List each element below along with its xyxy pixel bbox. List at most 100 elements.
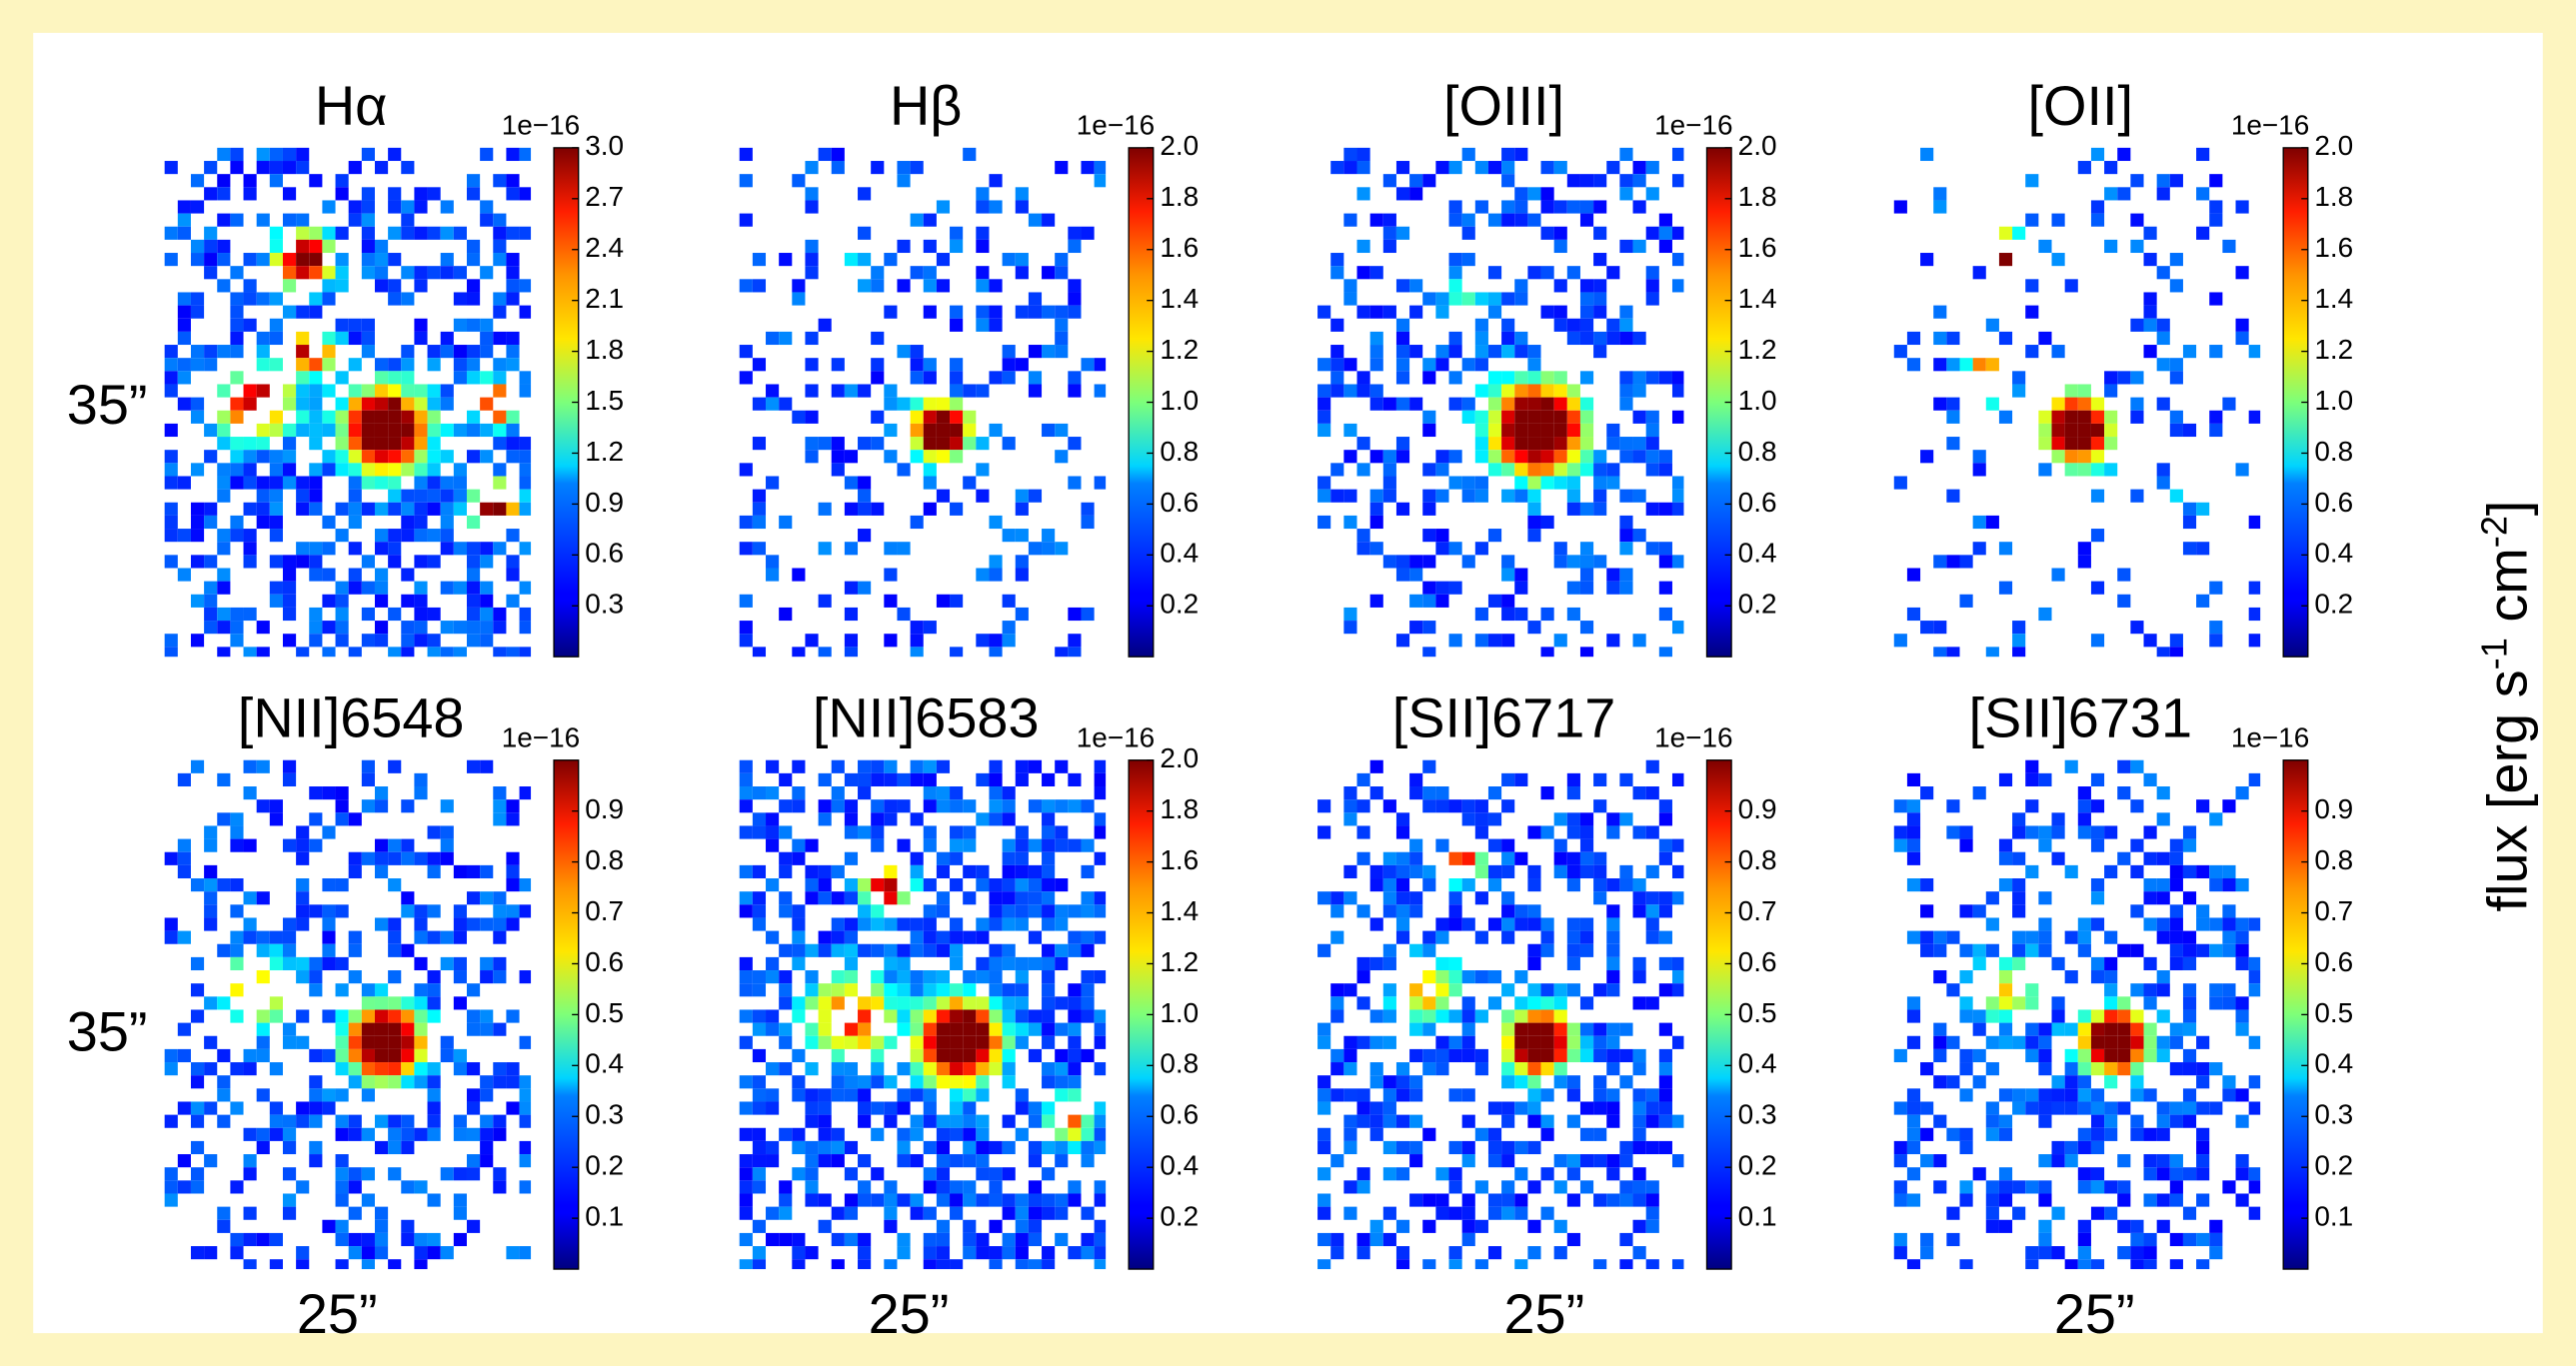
map-pixel — [1449, 878, 1462, 891]
map-pixel — [832, 1154, 845, 1167]
map-pixel — [165, 161, 178, 174]
map-pixel — [1999, 227, 2012, 240]
map-pixel — [270, 1115, 283, 1128]
map-pixel — [884, 917, 897, 930]
map-pixel — [989, 634, 1002, 647]
map-pixel — [1475, 542, 1488, 555]
map-pixel — [2196, 1167, 2209, 1180]
map-pixel — [217, 424, 230, 437]
map-pixel — [963, 1023, 976, 1036]
map-pixel — [805, 944, 818, 957]
colorbar-tick-label: 0.3 — [585, 589, 624, 620]
map-pixel — [467, 1062, 480, 1075]
map-pixel — [1055, 1141, 1068, 1154]
map-pixel — [1422, 799, 1435, 812]
map-pixel — [2104, 865, 2117, 878]
map-pixel — [845, 608, 858, 621]
map-pixel — [441, 582, 454, 595]
map-pixel — [1357, 970, 1370, 983]
map-pixel — [349, 852, 362, 865]
map-pixel — [2170, 865, 2183, 878]
map-pixel — [230, 266, 243, 279]
map-pixel — [349, 1233, 362, 1246]
map-pixel — [924, 931, 937, 944]
label-part: cm — [2475, 548, 2538, 638]
map-pixel — [779, 1180, 792, 1193]
colorbar-tick-label: 1.8 — [585, 334, 624, 365]
map-pixel — [1475, 970, 1488, 983]
map-pixel — [1396, 345, 1409, 358]
map-pixel — [1527, 214, 1540, 227]
map-pixel — [1580, 450, 1593, 463]
map-pixel — [165, 227, 178, 240]
map-pixel — [1068, 983, 1081, 996]
map-pixel — [1501, 1062, 1514, 1075]
map-pixel — [428, 634, 441, 647]
panel-title: [SII]6717 — [1392, 686, 1616, 749]
map-pixel — [217, 1220, 230, 1233]
map-pixel — [336, 174, 349, 187]
map-pixel — [1541, 411, 1554, 424]
map-pixel — [191, 463, 204, 476]
map-pixel — [1606, 931, 1619, 944]
map-pixel — [296, 476, 309, 489]
map-pixel — [2091, 1062, 2104, 1075]
map-pixel — [1619, 1075, 1632, 1088]
map-pixel — [1317, 424, 1330, 437]
map-pixel — [924, 1009, 937, 1022]
map-pixel — [2170, 424, 2183, 437]
map-pixel — [336, 529, 349, 542]
map-pixel — [1488, 411, 1501, 424]
map-pixel — [1003, 865, 1016, 878]
map-pixel — [2091, 529, 2104, 542]
map-pixel — [1488, 424, 1501, 437]
map-pixel — [336, 1023, 349, 1036]
map-pixel — [1042, 1023, 1055, 1036]
map-pixel — [1042, 799, 1055, 812]
map-pixel — [322, 878, 335, 891]
map-pixel — [165, 634, 178, 647]
map-pixel — [336, 608, 349, 621]
map-pixel — [858, 786, 871, 799]
colorbar-scale: 1e−16 — [1077, 722, 1155, 753]
map-pixel — [270, 411, 283, 424]
map-pixel — [1593, 292, 1606, 305]
map-pixel — [1554, 1075, 1567, 1088]
map-pixel — [1449, 292, 1462, 305]
map-pixel — [1973, 1075, 1986, 1088]
map-pixel — [296, 503, 309, 516]
map-pixel — [897, 1193, 910, 1206]
map-pixel — [845, 1075, 858, 1088]
map-pixel — [1959, 996, 1972, 1009]
map-pixel — [1527, 490, 1540, 503]
map-pixel — [976, 240, 989, 253]
map-pixel — [388, 1049, 401, 1062]
map-pixel — [1383, 1088, 1396, 1101]
map-pixel — [2038, 332, 2051, 345]
map-pixel — [976, 1193, 989, 1206]
map-pixel — [2012, 931, 2025, 944]
map-pixel — [401, 450, 414, 463]
colorbar-tick-label: 2.4 — [585, 232, 624, 263]
map-pixel — [2236, 200, 2249, 213]
map-pixel — [1527, 996, 1540, 1009]
map-pixel — [1501, 174, 1514, 187]
map-pixel — [1475, 1220, 1488, 1233]
map-pixel — [1646, 463, 1659, 476]
map-pixel — [1068, 306, 1081, 319]
map-pixel — [388, 529, 401, 542]
map-pixel — [2012, 621, 2025, 634]
map-pixel — [467, 371, 480, 384]
map-pixel — [1449, 1246, 1462, 1259]
map-pixel — [1003, 812, 1016, 825]
map-pixel — [2025, 799, 2038, 812]
map-pixel — [1527, 450, 1540, 463]
map-pixel — [165, 358, 178, 371]
map-pixel — [897, 1154, 910, 1167]
map-pixel — [937, 595, 950, 608]
map-pixel — [871, 1062, 884, 1075]
map-pixel — [467, 411, 480, 424]
map-pixel — [911, 944, 924, 957]
map-pixel — [989, 891, 1002, 904]
map-pixel — [2052, 1023, 2065, 1036]
